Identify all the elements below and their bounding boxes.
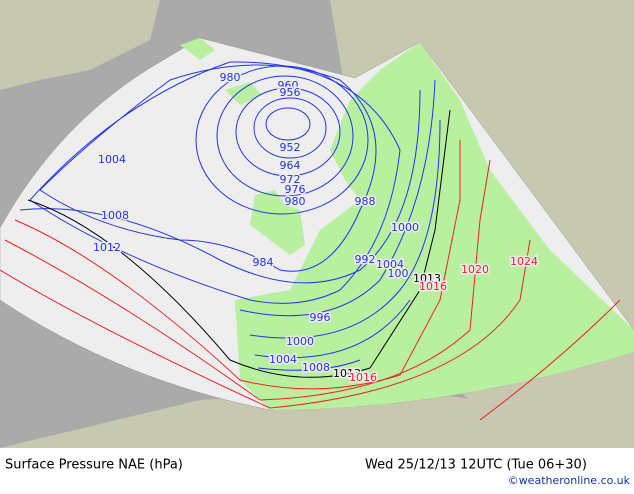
domain-land — [180, 38, 634, 410]
isobar-label: 1004 — [269, 353, 297, 366]
isobars — [0, 61, 621, 421]
isobar-label: 980 — [285, 195, 306, 208]
isobar-label: 1020 — [461, 263, 489, 276]
isobar-label: 1008 — [302, 361, 330, 374]
isobar-label: 1000 — [391, 221, 419, 234]
isobar-label: 952 — [280, 141, 301, 154]
isobar-label: 1024 — [510, 255, 538, 268]
isobar-label: 1016 — [419, 280, 447, 293]
datetime: Wed 25/12/13 12UTC (Tue 06+30) — [365, 458, 587, 473]
isobar-label: 988 — [355, 195, 376, 208]
isobar-label: 1012 — [93, 241, 121, 254]
isobar-label: 1008 — [101, 209, 129, 222]
isobar-label: 1013 — [333, 367, 361, 380]
map: 9809609569529649729769801004100810129849… — [0, 0, 634, 448]
isobar-label: 960 — [278, 79, 299, 92]
isobar-label: 984 — [253, 256, 274, 269]
isobar-label: 956 — [280, 86, 301, 99]
isobar-label: 1000 — [286, 335, 314, 348]
isobar-label: 100 — [388, 267, 409, 280]
isobar-label: 980 — [220, 71, 241, 84]
isobar-label: 1004 — [98, 153, 126, 166]
map-title: Surface Pressure NAE (hPa) — [5, 458, 183, 473]
isobar-label: 1016 — [349, 371, 377, 384]
greenland — [0, 0, 160, 90]
isobar-label: 1013 — [413, 272, 441, 285]
isobar-label: 964 — [280, 159, 301, 172]
isobar-label: 992 — [355, 253, 376, 266]
africa — [0, 390, 634, 448]
isobar-label: 976 — [285, 183, 306, 196]
isobar-labels: 9809609569529649729769801004100810129849… — [92, 70, 540, 386]
isobar-label: 996 — [310, 311, 331, 324]
isobar-label: 972 — [280, 173, 301, 186]
credit[interactable]: ©weatheronline.co.uk — [508, 474, 631, 487]
isobar-label: 1004 — [376, 258, 404, 271]
